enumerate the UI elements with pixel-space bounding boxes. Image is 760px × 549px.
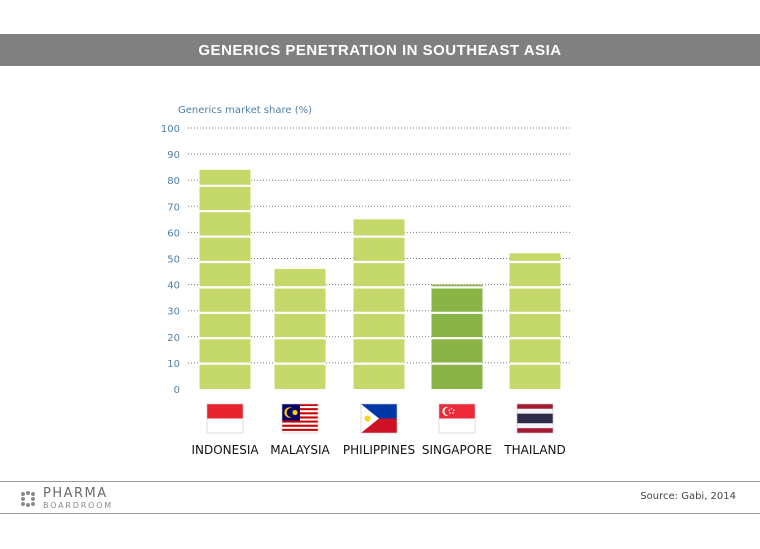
x-tick-label: SINGAPORE	[422, 443, 492, 457]
bar-malaysia	[274, 268, 326, 389]
thailand-flag-icon	[516, 403, 554, 434]
y-axis-label: Generics market share (%)	[178, 105, 312, 116]
bar-thailand	[509, 253, 561, 389]
bar	[199, 169, 251, 389]
logo-text-top: PHARMA	[43, 486, 108, 501]
x-tick-label: INDONESIA	[191, 443, 259, 457]
y-tick-label: 20	[167, 333, 180, 344]
y-tick-label: 70	[167, 202, 180, 213]
bar	[274, 268, 326, 389]
page-title: GENERICS PENETRATION IN SOUTHEAST ASIA	[0, 34, 760, 66]
indonesia-flag-icon	[206, 403, 244, 434]
y-tick-label: 60	[167, 228, 180, 239]
y-tick-label: 100	[161, 124, 180, 135]
bar	[509, 253, 561, 389]
logo-text-bottom: BOARDROOM	[43, 501, 113, 510]
y-tick-label: 0	[174, 385, 180, 396]
source-note: Source: Gabi, 2014	[640, 491, 736, 502]
bar	[353, 219, 405, 389]
bar-philippines	[353, 219, 405, 389]
x-tick-label: PHILIPPINES	[343, 443, 415, 457]
y-tick-label: 80	[167, 176, 180, 187]
x-tick-label: MALAYSIA	[270, 443, 330, 457]
x-tick-label: THAILAND	[503, 443, 566, 457]
y-tick-label: 90	[167, 150, 180, 161]
y-tick-label: 40	[167, 281, 180, 292]
logo-dots-icon	[21, 490, 35, 507]
philippines-flag-icon	[360, 403, 398, 434]
footer-bottom-divider	[0, 513, 760, 514]
footer-top-divider	[0, 481, 760, 482]
bar-singapore	[431, 284, 483, 389]
malaysia-flag-icon	[281, 403, 319, 434]
y-tick-label: 30	[167, 307, 180, 318]
bar	[431, 284, 483, 389]
bar-indonesia	[199, 169, 251, 389]
bar-chart: Generics market share (%) 0 10 20 30 40 50 60 70…	[161, 105, 570, 457]
y-tick-label: 10	[167, 359, 180, 370]
singapore-flag-icon	[438, 403, 476, 434]
logo: PHARMA BOARDROOM	[20, 487, 113, 510]
y-tick-label: 50	[167, 255, 180, 266]
chart-title: GENERICS PENETRATION IN SOUTHEAST ASIA	[198, 41, 562, 59]
